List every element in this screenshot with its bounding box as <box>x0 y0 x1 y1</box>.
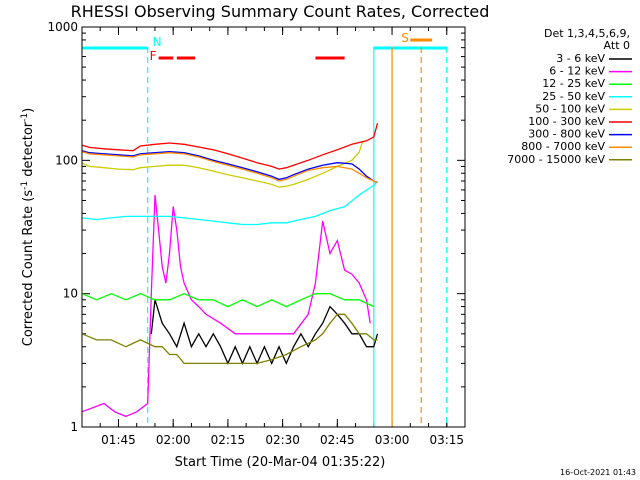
legend-label: 6 - 12 keV <box>549 65 605 78</box>
x-axis-label: Start Time (20-Mar-04 01:35:22) <box>175 455 386 470</box>
y-tick-label: 100 <box>55 153 78 167</box>
flag-layer: NF S <box>82 31 447 63</box>
legend-label: 25 - 50 keV <box>542 90 605 103</box>
series-line-4 <box>81 140 364 188</box>
legend-header: Att 0 <box>604 39 630 52</box>
x-tick-label: 02:15 <box>211 433 246 447</box>
legend-label: 12 - 25 keV <box>542 77 605 90</box>
series-line-3 <box>81 180 378 226</box>
series-line-5 <box>81 123 379 170</box>
series-line-8 <box>81 313 378 365</box>
y-tick-label: 1 <box>70 420 78 434</box>
series-layer <box>81 123 379 418</box>
chart-title: RHESSI Observing Summary Count Rates, Co… <box>71 2 490 21</box>
y-axis-label: Corrected Count Rate (s-1 detector-1) <box>20 108 36 346</box>
x-tick-label: 03:15 <box>429 433 464 447</box>
series-line-6 <box>81 150 378 184</box>
series-line-0 <box>150 299 379 366</box>
legend-label: 50 - 100 keV <box>535 102 605 115</box>
legend-label: 7000 - 15000 keV <box>507 153 605 166</box>
flag-label: F <box>150 49 157 63</box>
flag-label: N <box>153 35 162 49</box>
series-line-7 <box>81 151 378 184</box>
tick-layer: 1 10 100 1000 01:45 02:00 02:15 02:30 02:45 03:00… <box>47 20 466 447</box>
flag-label: S <box>401 31 409 45</box>
series-line-2 <box>81 292 375 308</box>
x-tick-label: 02:45 <box>320 433 355 447</box>
x-tick-label: 02:00 <box>156 433 191 447</box>
series-line-1 <box>81 194 371 418</box>
timestamp: 16-Oct-2021 01:43 <box>560 468 636 477</box>
vline-layer <box>147 47 448 427</box>
x-tick-label: 03:00 <box>375 433 410 447</box>
y-tick-label: 10 <box>63 287 78 301</box>
legend-label: 3 - 6 keV <box>556 52 605 65</box>
plot-frame <box>81 26 466 428</box>
x-tick-label: 02:30 <box>265 433 300 447</box>
legend-label: 100 - 300 keV <box>528 115 605 128</box>
y-tick-label: 1000 <box>47 20 78 34</box>
legend-header: Det 1,3,4,5,6,9, <box>544 27 630 40</box>
legend-label: 300 - 800 keV <box>528 128 605 141</box>
x-tick-label: 01:45 <box>101 433 136 447</box>
legend-label: 800 - 7000 keV <box>521 140 605 153</box>
